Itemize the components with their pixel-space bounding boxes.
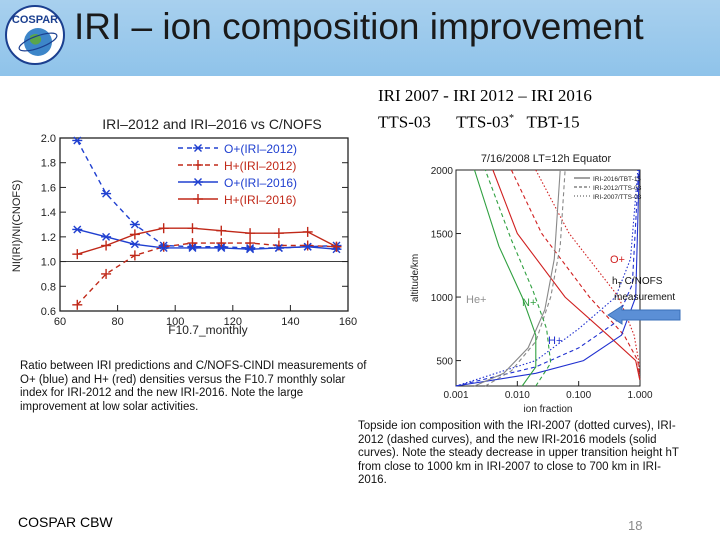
ratio-legend-label: H+(IRI–2012)	[224, 159, 296, 173]
ratio-series-line-3	[77, 227, 337, 255]
ratio-legend-label: O+(IRI–2012)	[224, 142, 297, 156]
ratio-point	[73, 136, 82, 145]
ion-xtick-label: 1.000	[627, 390, 652, 401]
ratio-legend-marker	[194, 144, 202, 152]
ion-series-line-4	[455, 169, 640, 387]
ratio-ytick-label: 1.6	[41, 182, 56, 194]
ratio-xtick-label: 120	[224, 316, 242, 328]
ht-rest: C/NOFS	[621, 276, 663, 287]
ion-series-line-3	[455, 169, 640, 387]
right-caption: Topside ion composition with the IRI-200…	[358, 420, 679, 486]
ratio-point	[102, 232, 111, 241]
ratio-legend-label: H+(IRI–2016)	[224, 193, 296, 207]
ion-ytick-label: 1500	[431, 230, 454, 241]
ratio-point	[130, 220, 139, 229]
ratio-series-line-1	[76, 242, 337, 306]
ion-plot-frame	[455, 169, 641, 387]
ion-label-oplus: O+	[610, 254, 625, 266]
ion-series-line-5	[455, 169, 639, 387]
ratio-point	[102, 189, 111, 198]
left-arrow-icon	[607, 305, 681, 325]
ratio-ytick-label: 1.0	[41, 257, 56, 269]
ratio-point	[130, 240, 139, 249]
ion-composition-chart: 7/16/2008 LT=12h Equator 500 1000 1500 2000…	[396, 148, 690, 414]
ion-xtick-label: 0.100	[566, 390, 591, 401]
ion-label-heplus: He+	[466, 294, 487, 306]
ratio-ytick-label: 1.8	[41, 158, 56, 170]
ion-legend-label: IRI-2016/TBT-15	[593, 176, 641, 183]
ht-line2: measurement	[614, 292, 676, 303]
ratio-chart: IRI–2012 and IRI–2016 vs C/NOFS 0.6 0.8 1.…	[0, 104, 372, 340]
ht-sub: T	[617, 282, 622, 289]
page-number: 18	[628, 518, 643, 533]
ion-chart-title: 7/16/2008 LT=12h Equator	[481, 153, 612, 165]
ratio-xtick-label: 80	[111, 316, 123, 328]
header-bar: COSPAR IRI – ion composition improvement	[0, 0, 720, 76]
models-tts03-b: TTS-03	[456, 112, 509, 132]
ratio-chart-title: IRI–2012 and IRI–2016 vs C/NOFS	[102, 116, 321, 132]
ht-h: h	[612, 276, 618, 287]
model-versions: IRI 2007 - IRI 2012 – IRI 2016 TTS-03 TT…	[378, 84, 592, 134]
models-tts03-a: TTS-03	[378, 112, 431, 132]
slide-title: IRI – ion composition improvement	[74, 6, 644, 47]
ratio-legend-label: O+(IRI–2016)	[224, 176, 297, 190]
ratio-xtick-label: 140	[281, 316, 299, 328]
footer-text: COSPAR CBW	[18, 514, 113, 530]
ratio-point	[303, 242, 312, 251]
ratio-xtick-label: 60	[54, 316, 66, 328]
ratio-ytick-label: 2.0	[41, 133, 56, 145]
ion-ytick-label: 2000	[431, 166, 454, 177]
left-caption: Ratio between IRI predictions and C/NOFS…	[20, 360, 367, 413]
ratio-xlabel: F10.7_monthly	[168, 323, 247, 337]
ion-label-hplus: H+	[548, 335, 562, 347]
ratio-legend-marker	[194, 178, 202, 186]
ratio-ylabel: NI(IRI)/NI(CNOFS)	[11, 180, 23, 272]
cospar-logo: COSPAR	[5, 5, 65, 65]
ratio-series-line-0	[76, 140, 337, 249]
ion-series-line-9	[484, 169, 552, 387]
ratio-point	[188, 243, 197, 252]
ratio-xtick-label: 100	[166, 316, 184, 328]
ion-ytick-label: 1000	[431, 293, 454, 304]
ratio-plot-frame	[59, 137, 349, 312]
ion-series-line-1	[510, 169, 641, 380]
models-line1: IRI 2007 - IRI 2012 – IRI 2016	[378, 86, 592, 105]
ratio-point	[159, 243, 168, 252]
ion-xtick-label: 0.001	[443, 390, 468, 401]
ht-annotation: hT C/NOFS measurement	[612, 276, 675, 304]
logo-text: COSPAR	[12, 14, 58, 26]
ion-xlabel: ion fraction	[524, 404, 573, 414]
ion-legend-label: IRI-2012/TTS-03	[593, 185, 642, 192]
ion-xtick-label: 0.010	[505, 390, 530, 401]
ratio-point	[217, 243, 226, 252]
ion-series-line-0	[492, 169, 641, 380]
ratio-point	[274, 243, 283, 252]
ion-label-nplus: N+	[522, 297, 536, 309]
ratio-ytick-label: 1.4	[41, 207, 56, 219]
ratio-ytick-label: 0.8	[41, 281, 56, 293]
ion-ytick-label: 500	[436, 357, 453, 368]
ratio-xtick-label: 160	[339, 316, 357, 328]
ratio-point	[246, 245, 255, 254]
models-star: *	[508, 113, 514, 124]
ion-series-line-8	[473, 169, 537, 387]
ratio-ytick-label: 1.2	[41, 232, 56, 244]
ratio-ytick-label: 0.6	[41, 306, 56, 318]
ion-legend-label: IRI-2007/TTS-03	[593, 194, 642, 201]
ion-series-line-6	[474, 169, 561, 387]
ion-ylabel: altitude/km	[410, 254, 421, 302]
ratio-point	[73, 225, 82, 234]
models-tbt15: TBT-15	[526, 112, 580, 132]
